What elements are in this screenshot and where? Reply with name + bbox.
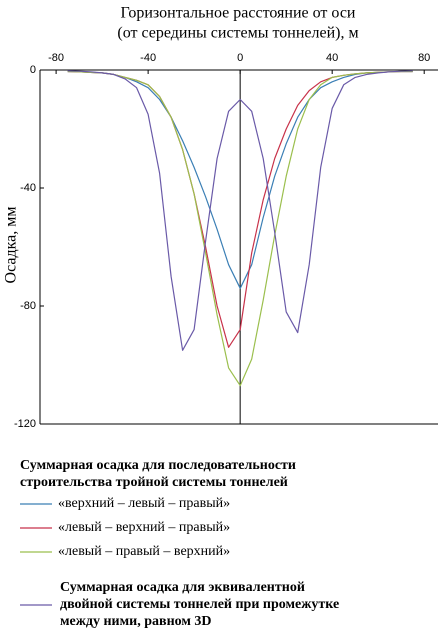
legend-group-title: Суммарная осадка для последовательности [20, 458, 296, 473]
x-axis-label: Горизонтальное расстояние от оси [121, 5, 356, 22]
series-line [67, 70, 413, 351]
legend-group-title: Суммарная осадка для эквивалентной [60, 580, 305, 595]
legend-label: «левый – верхний – правый» [58, 520, 230, 535]
x-tick-label: 80 [418, 52, 430, 64]
x-tick-label: 0 [237, 52, 243, 64]
legend-label: «левый – правый – верхний» [58, 544, 230, 559]
y-axis-label: Осадка, мм [3, 207, 20, 284]
x-tick-label: -80 [48, 52, 64, 64]
legend-label: «верхний – левый – правый» [58, 496, 230, 511]
y-tick-label: -120 [14, 418, 36, 430]
legend-group-title: между ними, равном 3D [60, 614, 212, 629]
y-tick-label: -40 [20, 182, 36, 194]
legend-group-title: двойной системы тоннелей при промежутке [60, 597, 339, 612]
legend-group-title: строительства тройной системы тоннелей [20, 475, 288, 490]
y-tick-label: -80 [20, 300, 36, 312]
x-axis-label: (от середины системы тоннелей), м [117, 25, 358, 42]
series-line [67, 70, 413, 387]
y-tick-label: 0 [30, 64, 36, 76]
x-tick-label: 40 [326, 52, 338, 64]
x-tick-label: -40 [140, 52, 156, 64]
